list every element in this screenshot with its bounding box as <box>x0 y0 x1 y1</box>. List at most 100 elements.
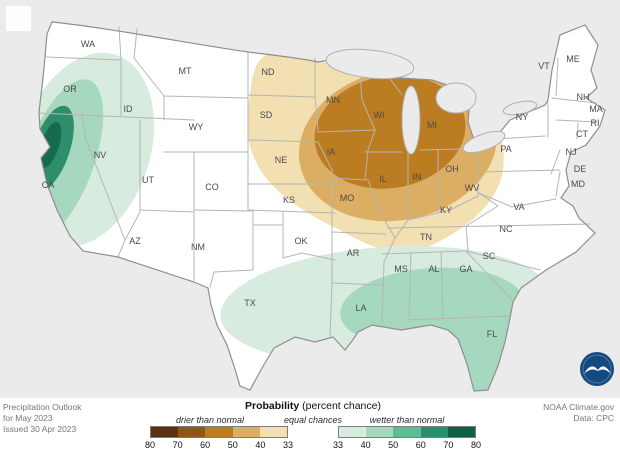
legend-tick: 50 <box>227 440 238 450</box>
state-border <box>331 231 387 235</box>
state-border <box>550 149 561 175</box>
state-label-de: DE <box>574 164 587 174</box>
drier-region-50 <box>314 75 466 189</box>
state-label-wi: WI <box>374 110 385 120</box>
state-label-ny: NY <box>516 112 529 122</box>
state-border <box>247 139 319 143</box>
probability-legend: Probability (percent chance) drier than … <box>140 400 486 460</box>
state-border <box>317 141 333 171</box>
drier-label: drier than normal <box>175 415 245 425</box>
state-label-co: CO <box>205 182 219 192</box>
state-label-nh: NH <box>577 92 590 102</box>
state-border <box>465 250 541 271</box>
noaa-logo <box>580 352 614 386</box>
legend-swatch <box>259 427 288 437</box>
state-label-oh: OH <box>445 164 459 174</box>
legend-footer: Precipitation Outlook for May 2023 Issue… <box>0 398 620 463</box>
state-label-in: IN <box>413 172 422 182</box>
state-border <box>404 315 511 321</box>
state-border <box>314 57 319 133</box>
lake-huron <box>435 82 477 114</box>
state-border <box>551 97 597 104</box>
state-label-mn: MN <box>326 95 340 105</box>
state-border <box>394 195 479 239</box>
state-border <box>45 56 122 61</box>
state-label-tn: TN <box>420 232 432 242</box>
state-label-ar: AR <box>347 248 360 258</box>
state-border <box>555 171 561 197</box>
state-border <box>364 129 376 181</box>
equal-chances-label: equal chances <box>283 415 343 425</box>
state-border <box>576 122 579 140</box>
legend-title: Probability (percent chance) <box>140 400 486 412</box>
state-border <box>478 192 557 208</box>
legend-swatch <box>151 427 179 437</box>
wetter-label: wetter than normal <box>369 415 445 425</box>
state-label-md: MD <box>571 179 585 189</box>
legend-swatch <box>205 427 233 437</box>
drier-color-bar <box>150 426 288 438</box>
state-label-ne: NE <box>275 155 288 165</box>
state-label-me: ME <box>566 54 580 64</box>
state-label-ct: CT <box>576 129 588 139</box>
us-map: WA OR CA NV ID UT AZ MT WY CO NM ND SD NE KS OK TX MN IA MO… <box>6 6 614 392</box>
state-label-az: AZ <box>129 236 141 246</box>
state-border <box>419 148 464 151</box>
legend-tick: 50 <box>388 440 399 450</box>
state-label-nv: NV <box>94 150 107 160</box>
state-label-nm: NM <box>191 242 205 252</box>
lake-superior <box>325 48 415 80</box>
state-borders <box>38 26 598 339</box>
legend-tick: 33 <box>282 440 294 450</box>
source-line-1: NOAA Climate.gov <box>543 402 614 412</box>
state-label-pa: PA <box>500 144 511 154</box>
legend-tick: 33 <box>332 440 344 450</box>
state-border <box>317 129 376 133</box>
state-label-ks: KS <box>283 195 295 205</box>
wetter-west-60 <box>39 122 62 168</box>
state-label-or: OR <box>63 84 77 94</box>
lake-michigan <box>401 85 421 155</box>
state-label-wa: WA <box>81 39 95 49</box>
legend-swatch <box>339 427 367 437</box>
state-label-al: AL <box>428 264 439 274</box>
legend-tick: 60 <box>415 440 426 450</box>
state-border <box>465 192 499 227</box>
wetter-tick-values: 33 40 50 60 70 80 <box>333 440 481 452</box>
state-border <box>139 209 195 213</box>
state-label-fl: FL <box>487 329 498 339</box>
issuance-line-3: Issued 30 Apr 2023 <box>3 424 77 434</box>
state-label-ok: OK <box>294 236 307 246</box>
state-border <box>408 252 412 319</box>
state-label-ia: IA <box>327 147 336 157</box>
state-border <box>465 250 513 301</box>
legend-swatch <box>393 427 421 437</box>
legend-tick: 40 <box>255 440 266 450</box>
state-label-la: LA <box>355 303 366 313</box>
state-border <box>555 119 598 123</box>
state-label-ga: GA <box>459 264 472 274</box>
state-border <box>81 114 126 258</box>
issuance-line-2: for May 2023 <box>3 413 53 423</box>
state-label-wv: WV <box>465 183 480 193</box>
state-border <box>331 282 383 286</box>
state-label-sd: SD <box>260 110 273 120</box>
state-label-va: VA <box>513 202 524 212</box>
source-line-2: Data: CPC <box>573 413 614 423</box>
source-info: NOAA Climate.gov Data: CPC <box>543 402 614 424</box>
state-label-wy: WY <box>189 122 204 132</box>
state-label-mo: MO <box>340 193 355 203</box>
state-labels: WA OR CA NV ID UT AZ MT WY CO NM ND SD NE KS OK TX MN IA MO… <box>42 39 603 339</box>
state-label-il: IL <box>379 174 387 184</box>
state-label-id: ID <box>124 104 134 114</box>
state-label-ky: KY <box>440 205 452 215</box>
state-border <box>247 209 336 214</box>
frame-corner <box>6 6 31 31</box>
state-label-nc: NC <box>500 224 513 234</box>
state-border <box>118 26 122 118</box>
legend-tick: 70 <box>443 440 454 450</box>
state-label-sc: SC <box>483 251 496 261</box>
legend-swatch <box>420 427 448 437</box>
state-border <box>387 223 591 229</box>
state-label-nd: ND <box>262 67 275 77</box>
